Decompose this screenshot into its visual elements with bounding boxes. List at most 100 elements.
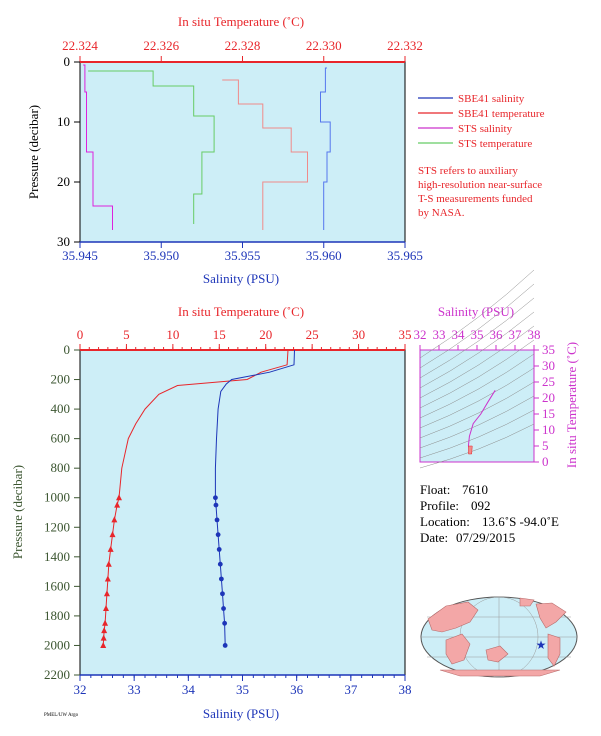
salinity-marker	[221, 606, 226, 611]
temperature-marker	[105, 560, 112, 567]
main-sal-tick-label: 38	[399, 682, 412, 697]
top-pressure-tick-label: 0	[64, 54, 71, 69]
legend-label: SBE41 salinity	[458, 93, 525, 105]
top-panel: In situ Temperature (˚C) 22.324 22.326 22.…	[26, 14, 545, 286]
date-value: 07/29/2015	[456, 530, 515, 545]
profile-value: 092	[471, 498, 491, 513]
ts-temp-tick-label: 25	[542, 374, 555, 389]
top-sal-tick-label: 35.945	[62, 248, 98, 263]
top-series-sts-temperature	[88, 70, 215, 224]
main-pressure-tick-label: 1200	[44, 519, 70, 534]
top-panel-left-ticks: 0 10 20 30	[57, 54, 80, 249]
top-pressure-tick-label: 20	[57, 174, 70, 189]
main-panel-left-ticks: 0 200 400 600 800 1000 1200 1400 1600 1800 2000 220…	[44, 342, 80, 682]
main-panel-top-ticks: 0 5 10 15 20 25 30 35	[77, 327, 412, 350]
main-salinity-line	[214, 349, 295, 646]
ts-temp-tick-label: 20	[542, 390, 555, 405]
ts-sal-tick-label: 38	[528, 327, 541, 342]
date-label: Date:	[420, 530, 448, 545]
note-line-3: T-S measurements funded	[418, 193, 533, 205]
density-contour	[419, 367, 535, 429]
main-pressure-tick-label: 1800	[44, 608, 70, 623]
temperature-marker	[100, 634, 107, 641]
ts-temp-tick-label: 35	[542, 342, 555, 357]
top-panel-note: STS refers to auxiliary high-resolution …	[418, 165, 542, 219]
map-gridlines	[421, 596, 577, 678]
density-contour	[419, 339, 535, 409]
float-value: 7610	[462, 482, 488, 497]
density-contour	[419, 423, 535, 469]
top-panel-pressure-label: Pressure (decibar)	[26, 105, 41, 199]
ts-panel-series	[467, 390, 496, 455]
float-info: Float: 7610 Profile: 092 Location: 13.6˚…	[420, 482, 559, 545]
density-contour	[419, 269, 535, 359]
legend-label: STS temperature	[458, 138, 532, 150]
top-temp-tick-label: 22.332	[387, 38, 423, 53]
ts-sal-tick-label: 33	[433, 327, 446, 342]
main-pressure-tick-label: 1000	[44, 490, 70, 505]
temperature-marker	[111, 516, 118, 523]
temperature-marker	[109, 531, 116, 538]
legend-label: STS salinity	[458, 123, 513, 135]
main-pressure-tick-label: 200	[51, 372, 71, 387]
main-panel-bottom-ticks: 32 33 34 35 36 37 38	[74, 675, 412, 697]
main-panel-pressure-label: Pressure (decibar)	[10, 465, 25, 559]
profile-label: Profile:	[420, 498, 459, 513]
ts-temp-tick-label: 10	[542, 422, 555, 437]
top-sal-tick-label: 35.950	[143, 248, 179, 263]
density-contour	[419, 311, 535, 389]
note-line-1: STS refers to auxiliary	[418, 165, 518, 177]
salinity-marker	[213, 495, 218, 501]
ts-temp-tick-label: 0	[542, 454, 549, 469]
main-pressure-tick-label: 1400	[44, 549, 70, 564]
top-sal-tick-label: 35.955	[225, 248, 261, 263]
salinity-marker	[216, 547, 222, 552]
top-panel-top-ticks: 22.324 22.326 22.328 22.330 22.332	[62, 38, 423, 62]
main-pressure-tick-label: 600	[51, 431, 71, 446]
main-pressure-tick-label: 2200	[44, 667, 70, 682]
main-panel-temperature-label: In situ Temperature (˚C)	[178, 304, 304, 319]
salinity-marker	[214, 517, 220, 523]
density-contour	[419, 395, 535, 449]
temperature-marker	[103, 605, 109, 612]
main-sal-tick-label: 34	[182, 682, 196, 697]
main-panel-salinity-label: Salinity (PSU)	[203, 706, 279, 721]
main-pressure-tick-label: 400	[51, 401, 71, 416]
main-sal-tick-label: 37	[344, 682, 358, 697]
main-sal-tick-label: 32	[74, 682, 87, 697]
temperature-marker	[114, 501, 121, 508]
main-panel: In situ Temperature (˚C) 0 5 10 15 20 25 30 35 …	[10, 304, 412, 721]
ts-panel-temperature-label: In situ Temperature (˚C)	[564, 342, 579, 468]
ts-panel: Salinity (PSU) 32 33 34 35 36 37 38 0510152025…	[414, 269, 579, 469]
density-contour	[419, 297, 535, 379]
float-label: Float:	[420, 482, 450, 497]
note-line-2: high-resolution near-surface	[418, 179, 542, 191]
density-contour	[419, 381, 535, 439]
top-panel-plot-area	[79, 61, 406, 243]
ts-temp-tick-label: 30	[542, 358, 555, 373]
location-label: Location:	[420, 514, 470, 529]
ts-temp-tick-label: 15	[542, 406, 555, 421]
salinity-marker	[218, 576, 224, 582]
temperature-marker	[107, 545, 114, 552]
top-panel-bottom-ticks: 35.945 35.950 35.955 35.960 35.965	[62, 242, 423, 263]
top-temp-tick-label: 22.328	[225, 38, 261, 53]
ts-panel-top-ticks: 32 33 34 35 36 37 38	[414, 327, 541, 350]
world-map: ★	[420, 596, 578, 678]
top-series-sts-salinity	[83, 64, 113, 230]
top-pressure-tick-label: 10	[57, 114, 70, 129]
location-value: 13.6˚S -94.0˚E	[482, 514, 559, 529]
top-temp-tick-label: 22.330	[306, 38, 342, 53]
ts-sal-tick-label: 34	[452, 327, 466, 342]
salinity-marker	[220, 591, 225, 597]
main-pressure-tick-label: 0	[64, 342, 71, 357]
main-panel-plot-area	[79, 349, 406, 676]
note-line-4: by NASA.	[418, 207, 465, 219]
density-contour	[419, 325, 535, 399]
salinity-marker	[222, 620, 228, 626]
top-panel-legend: SBE41 salinity SBE41 temperature STS salin…	[418, 93, 545, 150]
ts-panel-density-contours	[419, 269, 535, 469]
temperature-marker	[116, 494, 122, 501]
